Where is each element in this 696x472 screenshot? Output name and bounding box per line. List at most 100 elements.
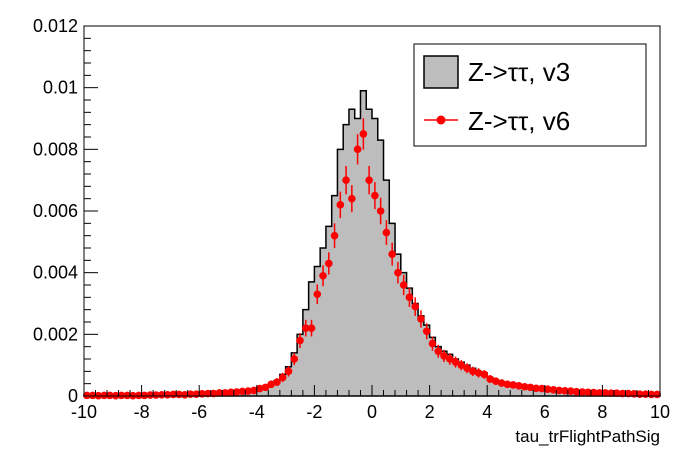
y-tick-label: 0.004 — [33, 263, 78, 283]
data-point-v6 — [365, 165, 373, 195]
data-point-v6 — [261, 383, 270, 392]
legend-marker-v6 — [436, 115, 446, 125]
data-point-marker — [532, 384, 540, 393]
data-point-v6 — [238, 387, 247, 396]
x-tick-label: 8 — [597, 402, 607, 422]
data-point-v6 — [371, 182, 379, 210]
data-point-marker — [371, 191, 379, 200]
data-point-v6 — [526, 383, 535, 392]
legend-swatch-v3 — [423, 55, 459, 89]
data-point-marker — [353, 145, 362, 154]
data-point-marker — [457, 361, 466, 369]
data-point-marker — [572, 387, 581, 396]
data-point-v6 — [359, 118, 368, 150]
data-point-marker — [469, 367, 477, 376]
x-tick-label: -6 — [191, 402, 207, 422]
data-point-v6 — [88, 391, 97, 400]
y-tick-label: 0.008 — [33, 139, 78, 159]
data-point-marker — [313, 290, 322, 299]
data-point-marker — [382, 228, 391, 237]
data-point-marker — [215, 389, 224, 397]
data-point-v6 — [290, 352, 299, 366]
data-point-v6 — [215, 389, 224, 397]
data-point-v6 — [227, 388, 235, 397]
data-point-v6 — [106, 391, 114, 400]
data-point-v6 — [267, 380, 276, 389]
data-point-v6 — [411, 297, 420, 316]
x-tick-label: -10 — [71, 402, 97, 422]
x-axis-title: tau_trFlightPathSig — [515, 427, 660, 446]
data-point-marker — [515, 382, 523, 390]
data-point-v6 — [451, 356, 460, 368]
data-point-marker — [463, 364, 471, 373]
data-point-marker — [284, 367, 293, 376]
data-point-v6 — [152, 391, 160, 399]
data-point-v6 — [319, 265, 327, 287]
data-point-v6 — [163, 390, 172, 399]
data-point-v6 — [204, 389, 212, 398]
data-point-marker — [325, 259, 333, 268]
data-point-v6 — [232, 388, 241, 396]
data-point-v6 — [595, 389, 604, 397]
data-point-v6 — [394, 261, 402, 284]
data-point-marker — [296, 336, 304, 345]
data-point-marker — [555, 386, 563, 395]
data-point-marker — [520, 382, 529, 391]
data-point-v6 — [618, 389, 627, 398]
data-point-v6 — [301, 319, 310, 337]
data-point-marker — [538, 384, 546, 393]
data-point-marker — [451, 358, 460, 366]
data-point-v6 — [463, 363, 471, 374]
data-point-marker — [503, 380, 512, 389]
data-point-v6 — [255, 384, 264, 393]
data-point-marker — [255, 384, 264, 393]
data-point-marker — [238, 387, 247, 396]
data-point-v6 — [434, 344, 443, 358]
data-point-marker — [88, 391, 97, 400]
data-point-marker — [267, 380, 276, 389]
data-point-v6 — [497, 379, 506, 387]
data-point-marker — [359, 130, 368, 138]
x-tick-label: -8 — [134, 402, 150, 422]
data-point-marker — [584, 388, 592, 397]
x-tick-label: 4 — [482, 402, 492, 422]
data-point-v6 — [469, 366, 477, 376]
data-point-marker — [365, 176, 373, 184]
data-point-marker — [342, 176, 350, 184]
data-point-marker — [204, 389, 212, 398]
data-point-marker — [543, 385, 552, 394]
data-point-marker — [290, 355, 299, 363]
data-point-marker — [146, 391, 155, 399]
y-tick-label: 0.006 — [33, 201, 78, 221]
data-point-v6 — [296, 333, 304, 348]
data-point-v6 — [509, 381, 517, 389]
data-point-v6 — [474, 368, 483, 378]
data-point-marker — [278, 373, 287, 382]
data-point-v6 — [503, 380, 512, 389]
data-point-marker — [261, 383, 270, 392]
data-point-marker — [301, 324, 310, 332]
data-point-marker — [492, 377, 500, 386]
x-axis: -10 -8 -6 -4 -2 0 2 4 6 8 10 — [71, 385, 670, 422]
data-point-v6 — [284, 366, 293, 377]
data-point-v6 — [422, 323, 431, 340]
data-point-marker — [140, 391, 149, 400]
data-point-marker — [566, 387, 575, 395]
data-point-v6 — [325, 252, 333, 275]
data-point-v6 — [307, 319, 316, 337]
data-point-marker — [336, 201, 345, 209]
data-point-marker — [578, 388, 587, 396]
data-point-v6 — [440, 349, 448, 363]
data-point-v6 — [445, 353, 454, 365]
data-point-v6 — [538, 384, 546, 393]
data-point-marker — [497, 379, 506, 387]
data-point-marker — [474, 369, 483, 377]
data-point-marker — [117, 391, 126, 400]
data-point-v6 — [457, 359, 466, 371]
data-point-v6 — [376, 197, 385, 225]
data-point-marker — [227, 388, 235, 397]
data-point-marker — [399, 281, 408, 289]
data-point-v6 — [134, 391, 143, 400]
data-point-marker — [307, 324, 316, 332]
data-point-v6 — [348, 185, 356, 213]
